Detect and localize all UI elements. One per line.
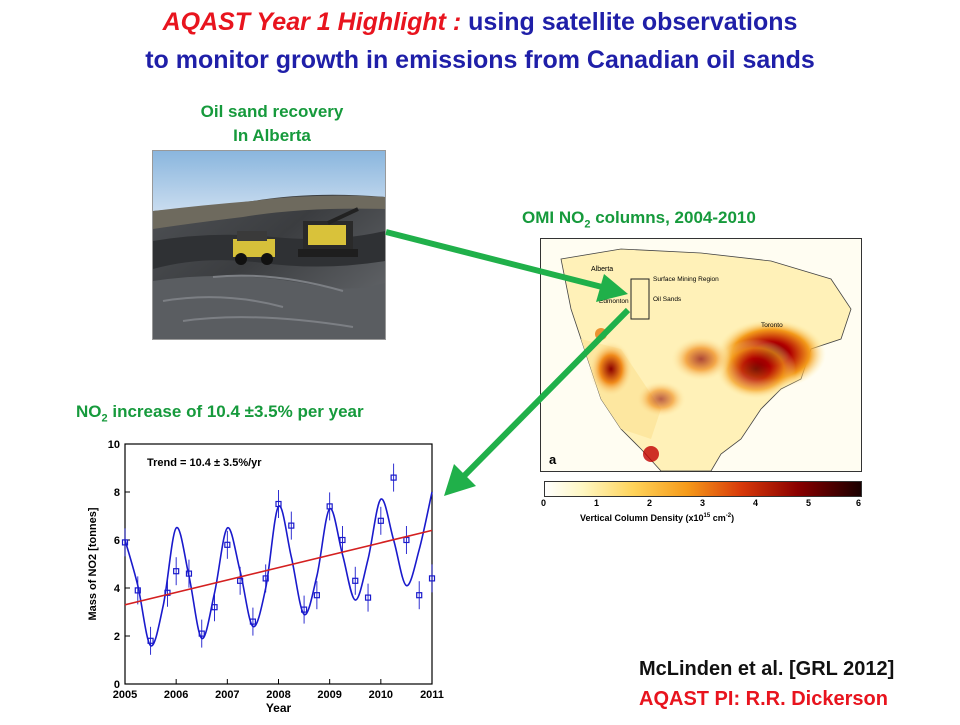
citation: McLinden et al. [GRL 2012] — [639, 658, 895, 680]
x-axis-label: Year — [266, 701, 292, 715]
x-tick-label: 2008 — [266, 689, 290, 701]
y-axis-label: Mass of NO2 [tonnes] — [87, 507, 99, 620]
y-tick-label: 4 — [114, 583, 121, 595]
arrow-head-map — [596, 274, 628, 302]
data-point — [262, 575, 269, 582]
map-label-toronto: Toronto — [761, 322, 783, 329]
colorbar-tick: 0 — [541, 498, 547, 508]
arrow-map-to-plot — [459, 307, 631, 481]
y-tick-label: 2 — [114, 631, 120, 643]
no2-timeseries-chart: 2005 2006 2007 2008 2009 2010 2011 0 2 4 6 8 10 Year M… — [72, 432, 460, 720]
data-point — [121, 539, 129, 546]
colorbar-ticks: 0 1 2 3 4 5 6 — [541, 498, 862, 510]
colorbar-label-close: ) — [731, 513, 735, 523]
photo-caption-line2: In Alberta — [233, 126, 311, 145]
x-tick-label: 2007 — [215, 689, 239, 701]
arrow-photo-to-map — [385, 229, 607, 291]
colorbar-tick: 5 — [806, 498, 812, 508]
x-tick-label: 2009 — [317, 689, 341, 701]
pi-credit: AQAST PI: R.R. Dickerson — [639, 688, 888, 710]
x-tick-label: 2010 — [369, 689, 393, 701]
map-title: OMI NO2 columns, 2004-2010 — [522, 206, 862, 236]
data-point — [224, 541, 231, 548]
data-point — [313, 592, 320, 599]
chart-svg: 2005 2006 2007 2008 2009 2010 2011 0 2 4 6 8 10 Year M… — [87, 439, 444, 715]
data-point — [173, 568, 180, 575]
map-label-mining: Surface Mining Region — [653, 276, 719, 283]
oil-sands-photo — [152, 150, 386, 340]
x-tick-label: 2011 — [420, 689, 444, 701]
trend-line — [124, 529, 433, 606]
colorbar-tick: 1 — [594, 498, 600, 508]
x-tick-label: 2006 — [164, 689, 188, 701]
data-point — [416, 592, 423, 599]
data-point — [428, 575, 436, 582]
y-tick-label: 6 — [114, 535, 120, 547]
colorbar-label-unit: cm — [710, 513, 726, 523]
y-tick-label: 0 — [114, 679, 120, 691]
title-highlight: AQAST Year 1 Highlight : — [162, 8, 462, 36]
slide-title-line2: to monitor growth in emissions from Cana… — [145, 46, 815, 74]
data-point — [364, 594, 372, 601]
data-point — [288, 522, 295, 529]
omi-no2-map: Alberta Surface Mining Region Oil Sands … — [540, 238, 862, 472]
photo-caption-line1: Oil sand recovery — [200, 102, 344, 121]
slide-title-line1: AQAST Year 1 Highlight : using satellite… — [0, 6, 960, 38]
photo-caption: Oil sand recovery In Alberta — [152, 100, 392, 148]
map-label-oilsands: Oil Sands — [653, 296, 682, 303]
map-title-a: OMI NO — [522, 208, 585, 227]
colorbar — [544, 481, 862, 497]
data-point — [377, 517, 384, 524]
trend-annotation: Trend = 10.4 ± 3.5%/yr — [147, 457, 262, 469]
map-label-edmonton: Edmonton — [599, 298, 629, 305]
colorbar-tick: 3 — [700, 498, 706, 508]
map-title-sub: 2 — [584, 218, 591, 231]
plot-frame — [124, 443, 433, 685]
arrow-head-plot — [444, 464, 476, 496]
trend-caption-b: increase of 10.4 ±3.5% per year — [107, 402, 364, 421]
colorbar-tick: 6 — [856, 498, 862, 508]
y-tick-label: 8 — [114, 487, 120, 499]
trend-caption: NO2 increase of 10.4 ±3.5% per year — [76, 400, 496, 430]
trend-caption-sub: 2 — [101, 412, 108, 425]
seasonal-fit-line — [124, 491, 433, 647]
data-point — [403, 536, 410, 544]
colorbar-tick: 4 — [753, 498, 759, 508]
map-label-alberta: Alberta — [591, 266, 613, 273]
colorbar-label-text: Vertical Column Density (x10 — [580, 513, 704, 523]
colorbar-label-unit-exp: -2 — [725, 513, 732, 519]
map-panel-letter: a — [549, 452, 557, 467]
colorbar-label: Vertical Column Density (x1015 cm-2) — [580, 513, 860, 523]
trend-caption-a: NO — [76, 402, 102, 421]
x-tick-label: 2005 — [113, 689, 137, 701]
colorbar-tick: 2 — [647, 498, 653, 508]
map-title-b: columns, 2004-2010 — [590, 208, 756, 227]
data-point — [352, 577, 359, 584]
title-rest: using satellite observations — [461, 8, 798, 36]
y-tick-label: 10 — [108, 439, 120, 451]
data-point — [390, 474, 397, 481]
colorbar-label-exp: 15 — [703, 513, 711, 519]
